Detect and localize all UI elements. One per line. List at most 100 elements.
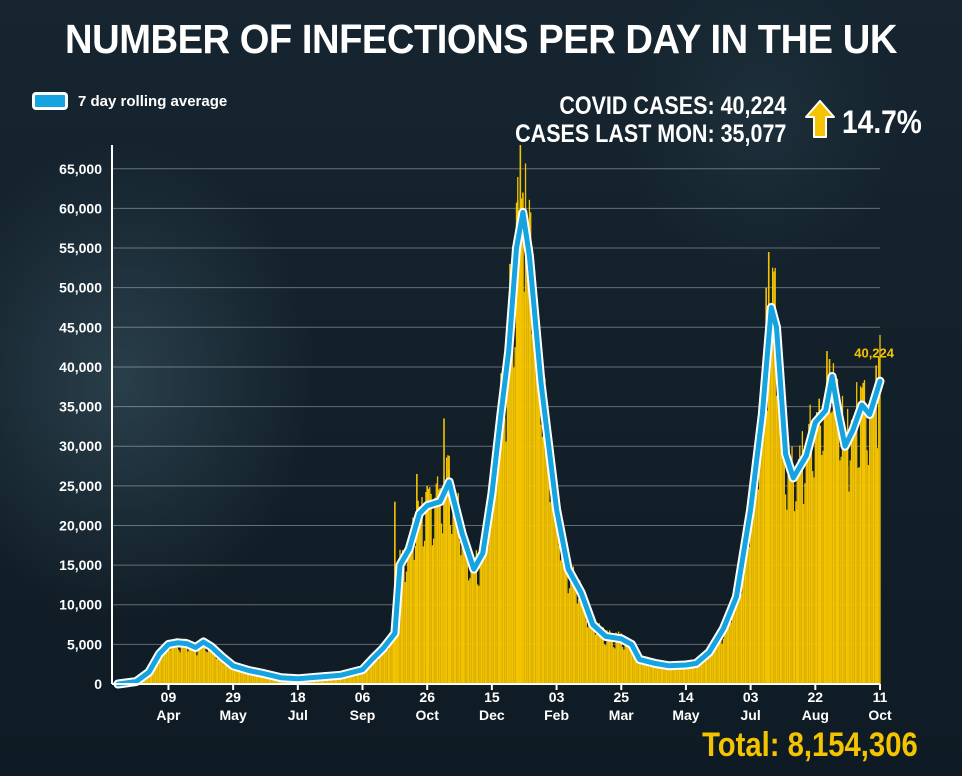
daily-bar bbox=[743, 530, 745, 684]
daily-bar bbox=[870, 396, 872, 684]
y-axis-ticks: 0 5,000 10,000 15,000 20,000 25,000 30,000 35,0… bbox=[59, 161, 102, 692]
daily-bar bbox=[215, 658, 217, 684]
daily-bar bbox=[614, 648, 616, 684]
daily-bar bbox=[348, 672, 351, 684]
daily-bar bbox=[166, 643, 168, 684]
daily-bar bbox=[659, 667, 661, 684]
daily-bar bbox=[532, 340, 534, 684]
daily-bar bbox=[210, 646, 212, 684]
daily-bar bbox=[715, 639, 717, 684]
daily-bar bbox=[414, 545, 417, 684]
daily-bar bbox=[852, 431, 854, 684]
daily-bar bbox=[712, 653, 714, 684]
x-tick-month: Sep bbox=[350, 707, 376, 723]
daily-bar bbox=[510, 289, 512, 684]
daily-bar bbox=[444, 495, 446, 684]
daily-bar bbox=[704, 659, 706, 684]
daily-bar bbox=[726, 611, 728, 684]
daily-bar bbox=[766, 410, 769, 684]
daily-bar bbox=[716, 635, 718, 684]
daily-bar bbox=[575, 580, 577, 684]
daily-bar bbox=[469, 578, 471, 684]
daily-bar bbox=[249, 671, 251, 684]
daily-bar bbox=[806, 456, 809, 684]
daily-bar bbox=[700, 657, 703, 684]
daily-bar bbox=[664, 663, 666, 684]
daily-bar bbox=[484, 531, 487, 684]
daily-bar bbox=[241, 670, 243, 684]
daily-bar bbox=[634, 652, 637, 684]
daily-bar bbox=[383, 646, 386, 684]
daily-bar bbox=[610, 638, 612, 684]
daily-bar bbox=[379, 649, 382, 684]
daily-bar bbox=[708, 649, 710, 684]
daily-bar bbox=[194, 647, 197, 684]
daily-bar bbox=[563, 540, 565, 684]
y-tick-label: 15,000 bbox=[59, 557, 102, 573]
daily-bar bbox=[773, 271, 775, 684]
daily-bar bbox=[744, 525, 747, 684]
daily-bar bbox=[493, 457, 496, 684]
daily-bar bbox=[555, 486, 558, 684]
daily-bar bbox=[699, 657, 701, 684]
daily-bar bbox=[832, 363, 835, 684]
daily-bar bbox=[361, 669, 364, 684]
daily-bar bbox=[636, 651, 638, 684]
daily-bar bbox=[633, 645, 635, 684]
daily-spike bbox=[767, 252, 770, 684]
daily-bar bbox=[831, 411, 833, 684]
daily-bar bbox=[544, 378, 546, 684]
daily-bar bbox=[514, 347, 516, 684]
daily-bar bbox=[615, 632, 617, 684]
daily-bar bbox=[262, 673, 264, 684]
daily-bar bbox=[257, 671, 259, 684]
daily-bar bbox=[580, 592, 582, 684]
daily-bar bbox=[720, 625, 722, 684]
daily-spike bbox=[500, 398, 502, 684]
daily-bar bbox=[359, 672, 361, 684]
daily-bar bbox=[489, 500, 492, 684]
daily-bar bbox=[174, 639, 176, 684]
daily-bar bbox=[643, 658, 646, 684]
x-tick-day: 14 bbox=[678, 689, 694, 705]
daily-bar bbox=[665, 665, 668, 684]
daily-bar bbox=[268, 675, 271, 684]
daily-bar bbox=[417, 500, 419, 684]
y-tick-label: 25,000 bbox=[59, 478, 102, 494]
daily-bar bbox=[236, 665, 238, 684]
daily-bar bbox=[387, 649, 390, 684]
daily-bar bbox=[722, 638, 725, 684]
daily-bar bbox=[157, 653, 159, 684]
daily-bar bbox=[255, 671, 258, 684]
daily-bar bbox=[270, 676, 272, 684]
daily-bar bbox=[749, 528, 752, 684]
x-tick-day: 15 bbox=[484, 689, 500, 705]
daily-bar bbox=[593, 617, 595, 684]
daily-bar bbox=[193, 647, 195, 684]
daily-bar bbox=[214, 655, 216, 684]
daily-bar bbox=[240, 666, 242, 684]
daily-bar bbox=[858, 467, 860, 684]
daily-bar bbox=[460, 555, 462, 684]
daily-bar bbox=[650, 665, 652, 684]
daily-bar bbox=[167, 639, 170, 684]
daily-bar bbox=[213, 649, 215, 684]
daily-bar bbox=[478, 585, 480, 684]
daily-spike bbox=[443, 418, 445, 684]
daily-bar bbox=[702, 655, 704, 684]
daily-bar bbox=[185, 640, 188, 684]
daily-bar bbox=[646, 660, 648, 684]
daily-bar bbox=[638, 657, 641, 684]
daily-bar bbox=[588, 605, 590, 684]
daily-bar bbox=[518, 210, 520, 685]
x-tick-day: 06 bbox=[355, 689, 371, 705]
daily-bar bbox=[804, 483, 806, 684]
daily-bar bbox=[694, 666, 696, 684]
daily-bar bbox=[790, 458, 792, 684]
daily-bar bbox=[400, 558, 402, 684]
daily-bar bbox=[713, 647, 716, 684]
daily-bar bbox=[652, 662, 655, 684]
y-tick-label: 55,000 bbox=[59, 240, 102, 256]
daily-bar bbox=[784, 494, 787, 684]
daily-bar bbox=[752, 487, 754, 684]
